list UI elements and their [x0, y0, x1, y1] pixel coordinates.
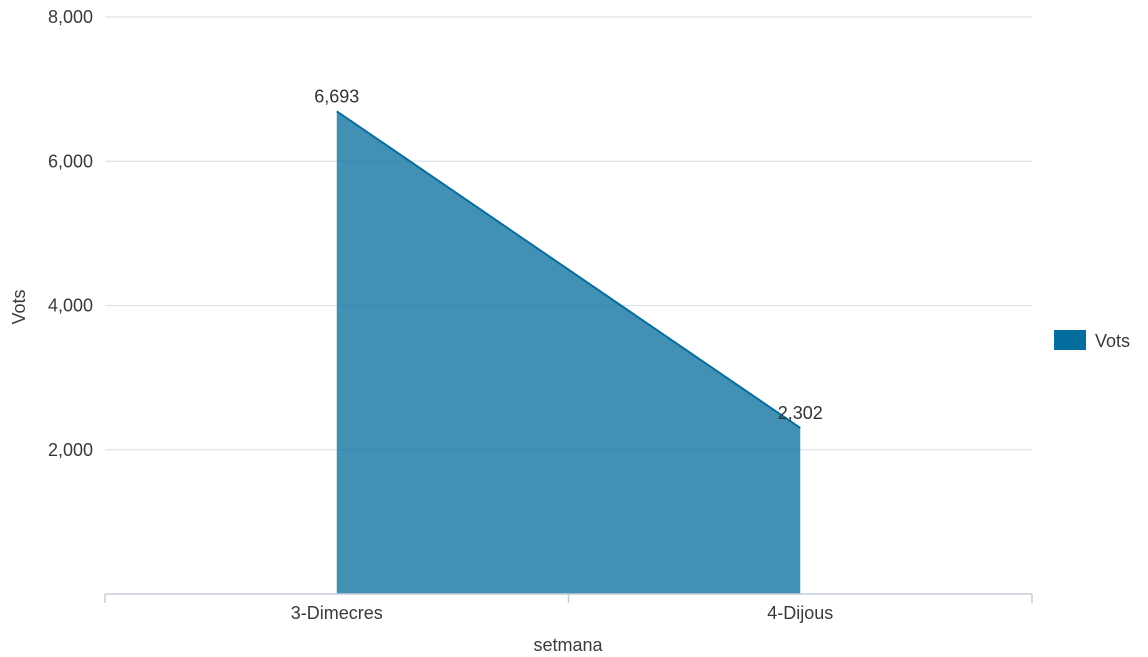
y-axis-title: Vots [9, 289, 29, 324]
series-line [336, 110, 801, 429]
x-tick-label: 4-Dijous [767, 603, 833, 623]
data-label: 6,693 [314, 86, 359, 106]
legend-swatch [1054, 330, 1086, 350]
legend[interactable]: Vots [1054, 330, 1130, 351]
legend-label: Vots [1095, 331, 1130, 351]
plot-area [336, 110, 801, 595]
area-fill [336, 111, 801, 595]
y-tick-label: 2,000 [48, 440, 93, 460]
x-tick-label: 3-Dimecres [291, 603, 383, 623]
y-tick-label: 4,000 [48, 296, 93, 316]
y-tick-label: 8,000 [48, 7, 93, 27]
y-axis-ticks: 2,000 4,000 6,000 8,000 [48, 7, 93, 460]
y-tick-label: 6,000 [48, 151, 93, 171]
x-axis-title: setmana [533, 635, 603, 655]
data-labels: 6,693 2,302 [314, 86, 823, 423]
data-label: 2,302 [778, 403, 823, 423]
x-axis: 3-Dimecres 4-Dijous [104, 593, 1033, 623]
